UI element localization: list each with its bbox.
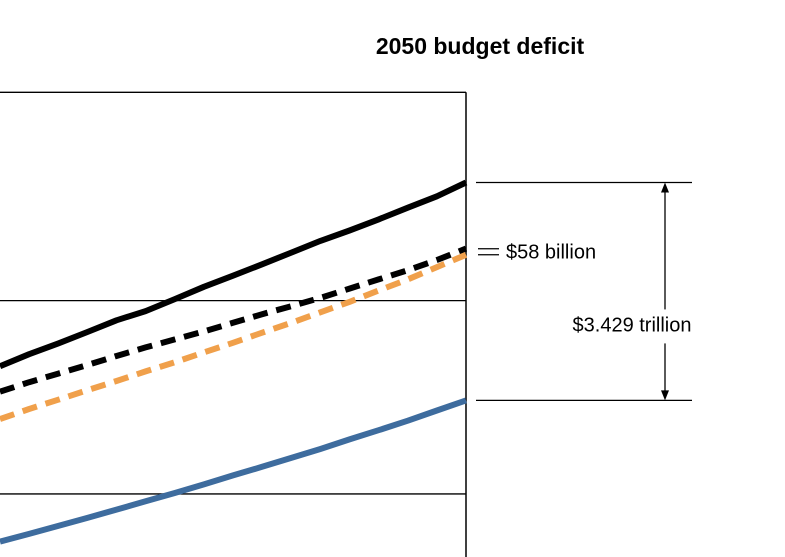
annotation-layer: $58 billion $3.429 trillion (476, 181, 692, 402)
small-diff-label: $58 billion (506, 242, 596, 264)
arrowhead-up (661, 182, 669, 193)
series-line-3 (0, 252, 468, 422)
large-diff-label: $3.429 trillion (573, 314, 692, 336)
gridlines (0, 91, 466, 495)
series-line-1 (0, 179, 468, 369)
series-line-4 (0, 397, 467, 545)
arrowhead-down (661, 390, 669, 401)
series-layer (0, 179, 468, 545)
chart-title: 2050 budget deficit (376, 33, 585, 59)
series-line-2 (0, 245, 468, 395)
